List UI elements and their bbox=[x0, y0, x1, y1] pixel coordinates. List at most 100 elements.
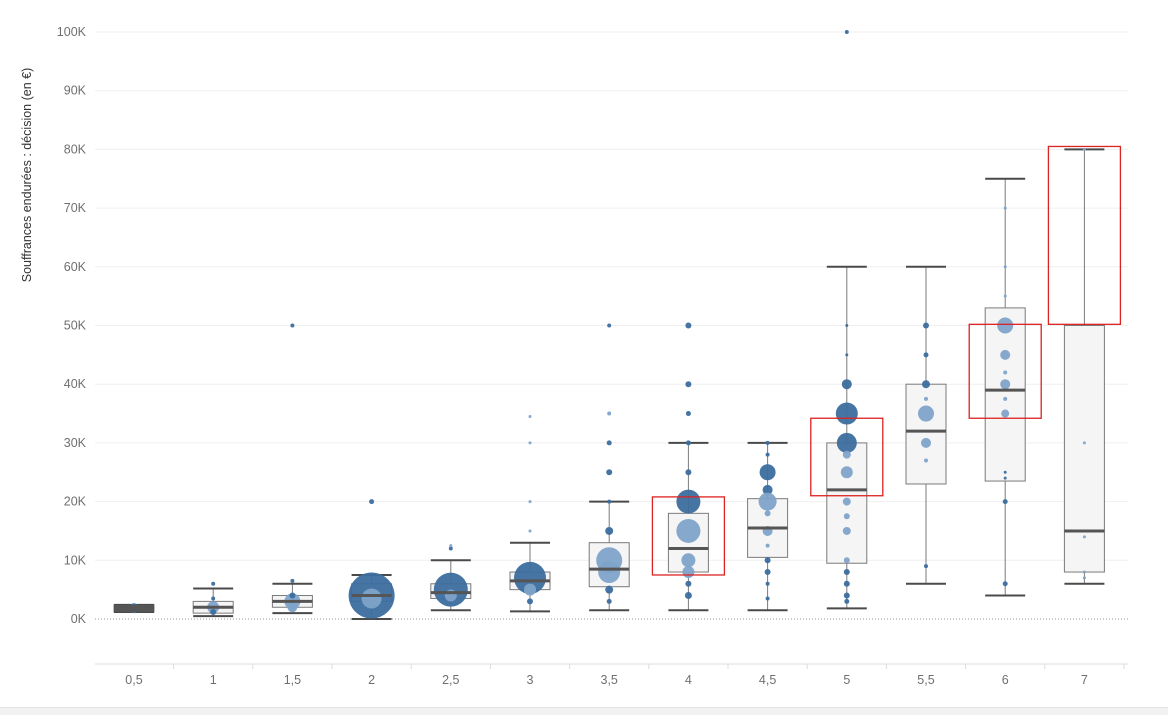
data-point bbox=[921, 437, 931, 448]
data-point bbox=[1001, 409, 1010, 418]
x-tick-label: 1 bbox=[210, 673, 217, 687]
highlight-box bbox=[651, 496, 726, 576]
x-tick-label: 7 bbox=[1081, 673, 1088, 687]
data-point bbox=[607, 499, 612, 504]
data-point bbox=[606, 598, 612, 604]
data-point bbox=[835, 402, 858, 425]
data-point bbox=[1002, 499, 1008, 505]
data-point bbox=[924, 458, 928, 463]
data-point bbox=[449, 544, 453, 548]
x-tick-label: 1,5 bbox=[284, 673, 301, 687]
x-tick-label: 3 bbox=[527, 673, 534, 687]
y-tick-label: 50K bbox=[64, 319, 87, 333]
x-tick-label: 2 bbox=[368, 673, 375, 687]
data-point bbox=[684, 592, 692, 600]
gridlines bbox=[95, 31, 1128, 561]
data-point bbox=[836, 432, 857, 453]
data-point bbox=[514, 561, 546, 594]
data-point bbox=[528, 441, 532, 445]
data-point bbox=[607, 411, 612, 416]
y-axis-ticks: 0K 10K 20K 30K 40K 50K 60K 70K 80K 90K 100K bbox=[57, 25, 87, 626]
data-point bbox=[287, 602, 298, 613]
data-point bbox=[764, 557, 771, 564]
data-point bbox=[528, 529, 532, 533]
data-point bbox=[1003, 370, 1008, 375]
data-point bbox=[765, 543, 770, 548]
y-tick-label: 100K bbox=[57, 25, 87, 39]
data-point bbox=[527, 598, 533, 605]
x-tick-label: 5 bbox=[843, 673, 850, 687]
data-point bbox=[843, 513, 850, 520]
data-points bbox=[114, 30, 1105, 619]
data-point bbox=[845, 353, 849, 357]
x-tick-label: 2,5 bbox=[442, 673, 459, 687]
y-tick-label: 40K bbox=[64, 377, 87, 391]
data-point bbox=[924, 396, 928, 401]
highlight-box bbox=[1047, 145, 1122, 325]
data-point bbox=[289, 592, 296, 599]
data-point bbox=[843, 592, 850, 599]
data-point bbox=[843, 557, 850, 564]
data-point bbox=[1003, 265, 1007, 269]
highlight-box bbox=[810, 417, 884, 497]
data-point bbox=[918, 405, 934, 422]
data-point bbox=[841, 379, 852, 390]
data-point bbox=[210, 608, 217, 615]
x-tick-label: 4,5 bbox=[759, 673, 776, 687]
data-point bbox=[524, 583, 536, 596]
data-point bbox=[997, 317, 1014, 334]
x-tick-label: 0,5 bbox=[125, 673, 142, 687]
data-point bbox=[605, 585, 614, 594]
data-point bbox=[598, 561, 621, 584]
data-point bbox=[1000, 349, 1011, 360]
y-tick-label: 70K bbox=[64, 201, 87, 215]
data-point bbox=[762, 484, 773, 495]
data-point bbox=[759, 464, 776, 481]
data-point bbox=[764, 569, 771, 576]
data-point bbox=[1003, 476, 1007, 480]
data-point bbox=[765, 452, 770, 457]
y-axis-title: Souffrances endurées : décision (en €) bbox=[20, 68, 34, 282]
y-tick-label: 20K bbox=[64, 495, 87, 509]
x-tick-label: 4 bbox=[685, 673, 692, 687]
data-point bbox=[924, 564, 928, 569]
data-point bbox=[844, 598, 850, 604]
data-point bbox=[1082, 535, 1086, 539]
data-point bbox=[682, 566, 695, 579]
data-point bbox=[528, 414, 532, 418]
data-point bbox=[1003, 206, 1007, 210]
data-point bbox=[685, 381, 692, 388]
y-tick-label: 90K bbox=[64, 84, 87, 98]
data-point bbox=[685, 469, 692, 476]
data-point bbox=[842, 497, 851, 506]
data-point bbox=[1003, 470, 1007, 474]
data-point bbox=[685, 322, 692, 329]
data-point bbox=[758, 492, 777, 511]
box-rect bbox=[1063, 325, 1105, 573]
y-tick-label: 0K bbox=[71, 612, 87, 626]
box-group bbox=[984, 177, 1026, 597]
data-point bbox=[1003, 396, 1008, 401]
data-point bbox=[842, 526, 851, 535]
data-point bbox=[607, 323, 612, 328]
data-point bbox=[676, 518, 701, 543]
data-point bbox=[361, 588, 382, 609]
data-point bbox=[923, 322, 929, 329]
data-point bbox=[845, 324, 849, 327]
data-point bbox=[606, 469, 613, 476]
data-point bbox=[843, 580, 850, 587]
box-group bbox=[905, 265, 947, 585]
highlight-rectangles bbox=[651, 145, 1122, 576]
x-axis-ticks: 0,5 1 1,5 2 2,5 3 3,5 4 4,5 5 5,5 6 7 bbox=[125, 664, 1125, 687]
data-point bbox=[765, 581, 770, 586]
data-point bbox=[448, 546, 453, 551]
data-point bbox=[1000, 379, 1011, 390]
data-point bbox=[923, 352, 929, 358]
data-point bbox=[1082, 570, 1086, 574]
box-group bbox=[1063, 148, 1105, 585]
data-point bbox=[765, 440, 770, 445]
data-point bbox=[1082, 441, 1086, 445]
data-point bbox=[290, 578, 295, 583]
box-rect bbox=[984, 307, 1026, 482]
data-point bbox=[606, 440, 612, 446]
